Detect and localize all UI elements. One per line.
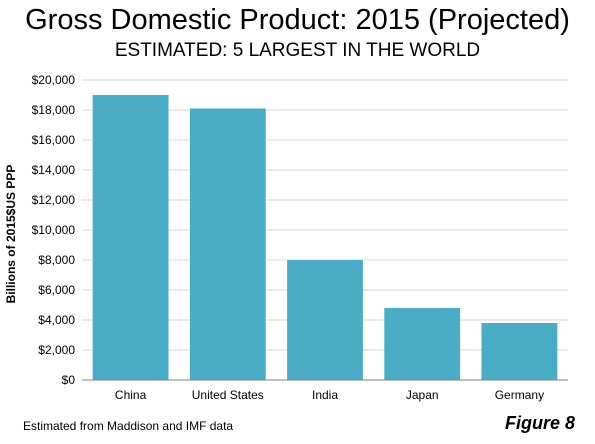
y-tick-label: $2,000	[38, 343, 75, 357]
y-tick-label: $18,000	[32, 103, 76, 117]
y-tick-label: $6,000	[38, 283, 75, 297]
x-tick-label: China	[115, 388, 147, 402]
bar-japan	[384, 308, 461, 380]
x-tick-labels: China United States India Japan Germany	[115, 388, 544, 402]
bar-india	[287, 260, 363, 380]
y-tick-label: $8,000	[38, 253, 75, 267]
y-tick-label: $12,000	[32, 193, 76, 207]
bar-china	[92, 95, 169, 380]
chart-title: Gross Domestic Product: 2015 (Projected)	[25, 4, 570, 36]
bars	[92, 95, 558, 380]
x-tick-label: India	[312, 388, 338, 402]
y-tick-label: $0	[62, 373, 76, 387]
y-tick-labels: $0 $2,000 $4,000 $6,000 $8,000 $10,000 $12,000…	[32, 73, 76, 387]
bar-united-states	[189, 108, 266, 380]
y-tick-label: $14,000	[32, 163, 76, 177]
figure-label: Figure 8	[504, 413, 575, 433]
y-tick-label: $4,000	[38, 313, 75, 327]
chart-subtitle: ESTIMATED: 5 LARGEST IN THE WORLD	[114, 40, 481, 61]
x-tick-label: Japan	[406, 388, 439, 402]
y-tick-label: $16,000	[32, 133, 76, 147]
footnote: Estimated from Maddison and IMF data	[23, 419, 234, 433]
bar-germany	[481, 323, 558, 380]
x-tick-label: Germany	[495, 388, 544, 402]
y-tick-label: $20,000	[32, 73, 76, 87]
y-tick-label: $10,000	[32, 223, 76, 237]
x-tick-label: United States	[192, 388, 264, 402]
